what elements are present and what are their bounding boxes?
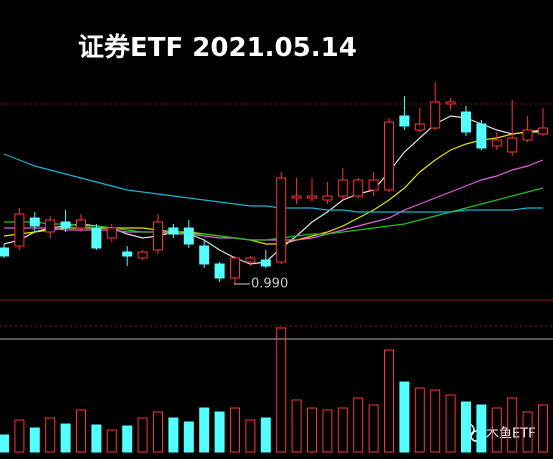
candle-body xyxy=(476,123,487,149)
candle-body xyxy=(245,257,256,263)
candle-body xyxy=(0,247,9,257)
volume-bar xyxy=(214,411,225,453)
watermark-text: 木鱼ETF xyxy=(486,426,536,442)
candle-body xyxy=(183,227,194,245)
candle-body xyxy=(199,245,210,265)
candle-body xyxy=(260,259,271,267)
candle-body xyxy=(368,179,379,191)
candle-body xyxy=(507,137,518,153)
volume-bar xyxy=(538,404,548,453)
volume-bar xyxy=(183,421,194,453)
low-marker-label: 0.990 xyxy=(251,277,288,292)
candle-body xyxy=(307,195,317,199)
candle-body xyxy=(538,127,548,135)
moving-average-line xyxy=(3,153,543,213)
candle-body xyxy=(414,123,425,131)
volume-bar xyxy=(430,389,441,453)
candle-body xyxy=(14,213,25,247)
volume-bar xyxy=(0,434,9,453)
volume-bar xyxy=(29,427,40,453)
volume-bar xyxy=(476,404,487,453)
volume-bar xyxy=(45,417,56,453)
volume-bar xyxy=(230,407,240,453)
volume-bar xyxy=(322,409,333,453)
volume-bar xyxy=(368,404,379,453)
candle-body xyxy=(399,115,410,127)
candle-body xyxy=(76,219,86,229)
candle-body xyxy=(337,179,348,197)
volume-bar xyxy=(307,407,317,453)
volume-bar xyxy=(260,417,271,453)
volume-bar xyxy=(14,419,25,453)
candle-body xyxy=(322,195,333,201)
candle-body xyxy=(29,217,40,227)
volume-bar xyxy=(384,349,394,453)
candle-body xyxy=(122,251,133,257)
candle-body xyxy=(91,227,102,249)
volume-bar xyxy=(245,419,256,453)
volume-bar xyxy=(122,425,133,453)
chart-title: 证券ETF 2021.05.14 xyxy=(78,33,357,63)
candle-body xyxy=(230,257,240,279)
volume-bar xyxy=(399,381,410,453)
volume-bar xyxy=(337,407,348,453)
volume-bar xyxy=(414,387,425,453)
candle-body xyxy=(445,101,456,105)
volume-bar xyxy=(276,327,287,453)
volume-bar xyxy=(291,399,302,453)
volume-bar xyxy=(507,397,518,453)
candle-body xyxy=(106,227,117,239)
volume-bar xyxy=(91,424,102,453)
volume-bar xyxy=(199,407,210,453)
candle-body xyxy=(214,263,225,279)
volume-bar xyxy=(168,417,179,453)
candle-body xyxy=(137,251,148,259)
volume-bar xyxy=(60,423,71,453)
volume-bar xyxy=(106,429,117,453)
candle-body xyxy=(430,101,441,129)
candle-body xyxy=(291,195,302,199)
candle-body xyxy=(60,221,71,229)
candle-body xyxy=(461,111,471,133)
candle-body xyxy=(353,179,364,197)
volume-bar xyxy=(137,417,148,453)
candle-body xyxy=(522,129,533,141)
candle-body xyxy=(153,221,163,251)
candle-body xyxy=(491,139,502,147)
volume-bar xyxy=(153,411,163,453)
volume-bar xyxy=(522,411,533,453)
candle-body xyxy=(168,227,179,235)
volume-bar xyxy=(76,409,86,453)
candle-body xyxy=(276,177,287,263)
volume-bar xyxy=(445,394,456,453)
candle-body xyxy=(384,121,394,191)
volume-bar xyxy=(491,407,502,453)
candle-body xyxy=(45,219,56,233)
volume-bar xyxy=(461,401,471,453)
volume-bar xyxy=(353,397,364,453)
